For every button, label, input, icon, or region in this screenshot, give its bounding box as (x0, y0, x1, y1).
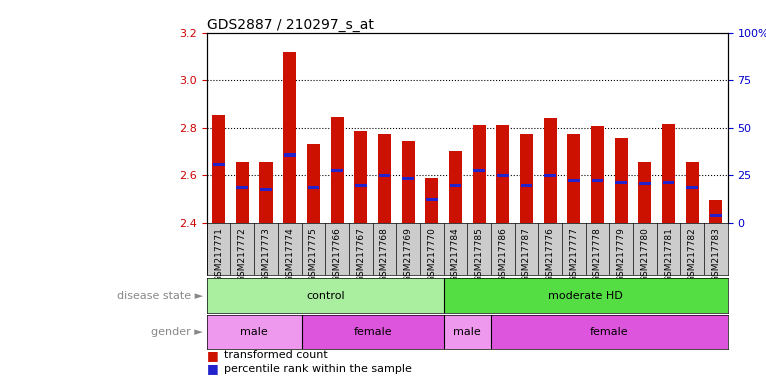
Text: female: female (353, 327, 392, 337)
Text: GSM217776: GSM217776 (545, 227, 555, 282)
Text: control: control (306, 291, 345, 301)
Text: GSM217770: GSM217770 (427, 227, 437, 282)
Bar (213, 163, 224, 166)
Bar (207, 278, 444, 313)
Bar (545, 174, 556, 177)
Text: GSM217766: GSM217766 (332, 227, 342, 282)
Bar (444, 278, 728, 313)
Text: GSM217783: GSM217783 (712, 227, 720, 282)
Text: GSM217785: GSM217785 (475, 227, 483, 282)
Bar (444, 315, 491, 349)
Bar (496, 125, 509, 223)
Bar (425, 177, 438, 223)
Bar (331, 117, 343, 223)
Text: GSM217779: GSM217779 (617, 227, 626, 282)
Text: transformed count: transformed count (224, 350, 327, 360)
Bar (450, 184, 461, 187)
Text: ■: ■ (207, 362, 223, 375)
Bar (614, 138, 627, 223)
Bar (237, 186, 248, 189)
Bar (307, 144, 320, 223)
Bar (426, 198, 437, 201)
Bar (568, 134, 581, 223)
Text: GSM217782: GSM217782 (688, 227, 697, 281)
Text: GSM217787: GSM217787 (522, 227, 531, 282)
Bar (331, 169, 343, 172)
Text: female: female (590, 327, 629, 337)
Bar (284, 154, 296, 157)
Text: GSM217772: GSM217772 (237, 227, 247, 281)
Text: GSM217773: GSM217773 (261, 227, 270, 282)
Text: GSM217767: GSM217767 (356, 227, 365, 282)
Bar (686, 186, 698, 189)
Text: GSM217769: GSM217769 (404, 227, 413, 282)
Bar (260, 162, 273, 223)
Text: GSM217777: GSM217777 (569, 227, 578, 282)
Bar (402, 177, 414, 180)
Text: GSM217774: GSM217774 (285, 227, 294, 281)
Text: GDS2887 / 210297_s_at: GDS2887 / 210297_s_at (207, 18, 374, 31)
Text: gender ►: gender ► (151, 327, 203, 337)
Text: male: male (453, 327, 481, 337)
Text: GSM217784: GSM217784 (451, 227, 460, 281)
Bar (521, 184, 532, 187)
Bar (378, 134, 391, 223)
Bar (378, 174, 390, 177)
Text: GSM217778: GSM217778 (593, 227, 602, 282)
Bar (307, 186, 319, 189)
Text: GSM217780: GSM217780 (640, 227, 650, 282)
Bar (283, 52, 296, 223)
Text: ■: ■ (207, 349, 223, 362)
Bar (709, 200, 722, 223)
Bar (236, 162, 249, 223)
Bar (449, 151, 462, 223)
Bar (497, 174, 509, 177)
Bar (473, 169, 485, 172)
Text: moderate HD: moderate HD (548, 291, 623, 301)
Text: GSM217771: GSM217771 (214, 227, 223, 282)
Bar (401, 141, 414, 223)
Bar (491, 315, 728, 349)
Bar (615, 181, 627, 184)
Bar (544, 118, 557, 223)
Bar (710, 214, 722, 217)
Text: disease state ►: disease state ► (117, 291, 203, 301)
Text: GSM217786: GSM217786 (498, 227, 507, 282)
Text: GSM217768: GSM217768 (380, 227, 389, 282)
Bar (354, 131, 367, 223)
Bar (520, 134, 533, 223)
Bar (568, 179, 580, 182)
Text: GSM217775: GSM217775 (309, 227, 318, 282)
Bar (591, 179, 604, 182)
Bar (639, 182, 650, 185)
Bar (473, 125, 486, 223)
Bar (663, 181, 674, 184)
Text: GSM217781: GSM217781 (664, 227, 673, 282)
Text: male: male (241, 327, 268, 337)
Bar (212, 114, 225, 223)
Bar (686, 162, 699, 223)
Bar (662, 124, 675, 223)
Bar (638, 162, 651, 223)
Bar (591, 126, 604, 223)
Bar (355, 184, 367, 187)
Bar (207, 315, 302, 349)
Bar (260, 189, 272, 192)
Bar (302, 315, 444, 349)
Text: percentile rank within the sample: percentile rank within the sample (224, 364, 411, 374)
